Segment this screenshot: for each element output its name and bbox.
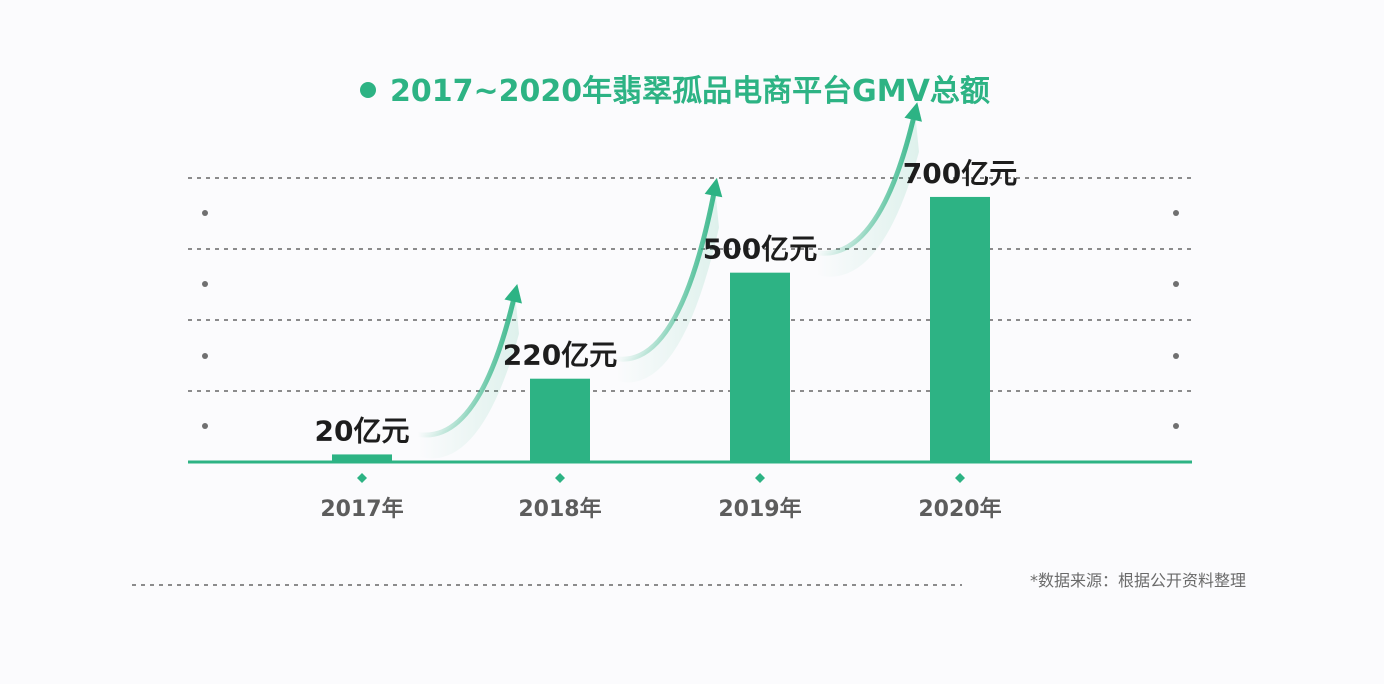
- side-dot: [202, 281, 208, 287]
- bar-2017年: [332, 454, 392, 462]
- bar-2019年: [730, 272, 790, 462]
- growth-arrow: [813, 109, 918, 256]
- bar-2020年: [930, 196, 990, 462]
- side-dot: [202, 423, 208, 429]
- category-label: 2017年: [320, 496, 403, 522]
- tick-diamond-icon: [955, 473, 965, 483]
- value-labels: 20亿元 220亿元 500亿元 700亿元: [315, 157, 1018, 447]
- side-dot: [202, 210, 208, 216]
- growth-arrows: [415, 102, 922, 459]
- source-note: *数据来源：根据公开资料整理: [1030, 571, 1246, 590]
- value-label: 220亿元: [503, 339, 617, 372]
- value-label: 700亿元: [903, 157, 1017, 190]
- side-dot: [202, 353, 208, 359]
- tick-diamond-icon: [755, 473, 765, 483]
- growth-arrow: [613, 185, 718, 362]
- value-label: 20亿元: [315, 414, 410, 447]
- title-bullet-icon: [360, 82, 376, 98]
- category-label: 2020年: [918, 496, 1001, 522]
- side-dot: [1173, 281, 1179, 287]
- growth-arrowhead-icon: [704, 177, 723, 198]
- side-dot: [1173, 210, 1179, 216]
- x-axis-ticks: [357, 473, 965, 483]
- growth-arrowhead-icon: [504, 283, 522, 304]
- growth-swoosh: [418, 293, 519, 459]
- growth-arrowhead-icon: [904, 102, 922, 122]
- category-labels: 2017年 2018年 2019年 2020年: [320, 496, 1001, 522]
- side-dot: [1173, 353, 1179, 359]
- side-dots: [202, 210, 1179, 429]
- growth-swoosh: [616, 187, 719, 383]
- side-dot: [1173, 423, 1179, 429]
- bar-2018年: [530, 378, 590, 462]
- tick-diamond-icon: [555, 473, 565, 483]
- category-label: 2019年: [718, 496, 801, 522]
- category-label: 2018年: [518, 496, 601, 522]
- bars: [332, 196, 990, 462]
- value-label: 500亿元: [703, 233, 817, 266]
- chart-title: 2017~2020年翡翠孤品电商平台GMV总额: [390, 74, 990, 109]
- tick-diamond-icon: [357, 473, 367, 483]
- growth-arrow: [415, 291, 518, 438]
- growth-swoosh: [816, 111, 919, 277]
